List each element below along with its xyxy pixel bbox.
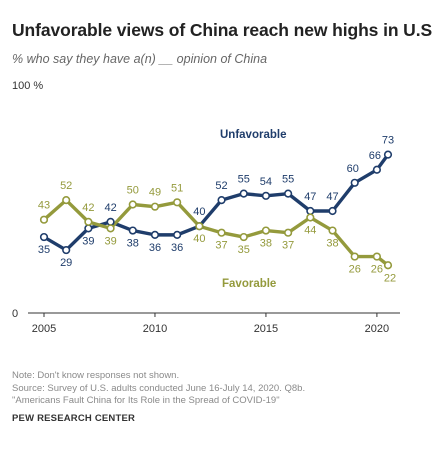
favorable-point — [383, 261, 393, 270]
unfavorable-point — [328, 206, 337, 216]
favorable-data-label: 51 — [171, 182, 183, 194]
series-markers — [39, 150, 393, 270]
unfavorable-data-label: 47 — [304, 191, 316, 203]
unfavorable-data-label: 35 — [38, 244, 50, 256]
favorable-point — [284, 228, 293, 237]
unfavorable-data-label: 55 — [238, 174, 250, 186]
favorable-data-label: 52 — [60, 180, 72, 192]
unfavorable-point — [106, 217, 115, 226]
unfavorable-data-label: 73 — [382, 135, 394, 147]
favorable-data-label: 40 — [193, 233, 205, 245]
favorable-point — [350, 252, 359, 261]
unfavorable-data-label: 54 — [260, 176, 272, 188]
source-text: Source: Survey of U.S. adults conducted … — [12, 382, 306, 394]
y-axis-zero-label: 0 — [12, 308, 18, 320]
unfavorable-data-label: 29 — [60, 257, 72, 269]
favorable-point — [261, 226, 271, 235]
favorable-point — [150, 202, 160, 211]
favorable-series-label: Favorable — [222, 278, 276, 290]
unfavorable-point — [128, 226, 137, 235]
favorable-point — [62, 196, 71, 205]
unfavorable-point — [284, 189, 293, 198]
unfavorable-point — [217, 196, 226, 205]
favorable-point — [173, 198, 182, 207]
unfavorable-data-label: 52 — [215, 180, 227, 192]
unfavorable-series-label: Unfavorable — [220, 129, 286, 141]
favorable-data-label: 43 — [38, 200, 50, 212]
unfavorable-point — [39, 232, 49, 242]
x-tick-label: 2015 — [254, 323, 278, 335]
x-tick-label: 2010 — [143, 323, 167, 335]
favorable-point — [106, 224, 115, 233]
unfavorable-point — [306, 206, 315, 216]
unfavorable-data-label: 42 — [104, 202, 116, 214]
unfavorable-point — [62, 245, 71, 255]
favorable-data-label: 26 — [349, 264, 361, 276]
source-organization: PEW RESEARCH CENTER — [12, 413, 136, 424]
favorable-data-label: 38 — [326, 238, 338, 250]
unfavorable-data-label: 40 — [193, 206, 205, 218]
favorable-data-label: 50 — [127, 185, 139, 197]
chart-subtitle: % who say they have a(n) __ opinion of C… — [12, 52, 268, 66]
favorable-data-label: 37 — [282, 240, 294, 252]
favorable-data-label: 44 — [304, 225, 316, 237]
unfavorable-data-label: 39 — [82, 235, 94, 247]
unfavorable-point — [84, 224, 93, 233]
favorable-data-label: 22 — [384, 272, 396, 284]
unfavorable-point — [239, 189, 248, 198]
favorable-point — [39, 215, 49, 224]
favorable-point — [328, 226, 337, 235]
chart-title: Unfavorable views of China reach new hig… — [12, 20, 433, 40]
unfavorable-data-label: 36 — [171, 242, 183, 254]
x-tick-label: 2020 — [365, 323, 389, 335]
unfavorable-point — [150, 230, 160, 239]
footnotes: Note: Don't know responses not shown. So… — [12, 370, 305, 408]
unfavorable-point — [372, 165, 382, 174]
favorable-point — [195, 222, 204, 231]
note-text: Note: Don't know responses not shown. — [12, 370, 180, 381]
axes: 100 % 0 2005 2010 2015 2020 — [12, 80, 400, 335]
line-chart: 100 % 0 2005 2010 2015 2020 35 29 39 42 38 36 36 40 5… — [12, 80, 400, 335]
favorable-data-label: 39 — [104, 235, 116, 247]
unfavorable-point — [173, 230, 182, 239]
unfavorable-data-label: 66 — [369, 150, 381, 162]
favorable-data-label: 26 — [371, 264, 383, 276]
favorable-point — [306, 213, 315, 222]
favorable-point — [84, 217, 93, 226]
favorable-data-label: 49 — [149, 187, 161, 199]
unfavorable-data-label: 47 — [326, 191, 338, 203]
unfavorable-data-label: 36 — [149, 242, 161, 254]
favorable-data-label: 42 — [82, 202, 94, 214]
unfavorable-point — [350, 178, 359, 187]
favorable-point — [128, 200, 137, 209]
report-title-text: "Americans Fault China for Its Role in t… — [12, 395, 280, 407]
unfavorable-point — [383, 150, 393, 159]
y-axis-top-label: 100 % — [12, 80, 43, 92]
favorable-point — [217, 228, 226, 237]
favorable-point — [372, 252, 382, 261]
favorable-point — [239, 232, 248, 242]
unfavorable-data-label: 38 — [127, 238, 139, 250]
favorable-data-label: 38 — [260, 238, 272, 250]
favorable-data-label: 35 — [238, 244, 250, 256]
unfavorable-data-label: 55 — [282, 174, 294, 186]
x-tick-label: 2005 — [32, 323, 56, 335]
unfavorable-point — [261, 191, 271, 200]
unfavorable-data-label: 60 — [347, 163, 359, 175]
series-name-labels: Unfavorable Favorable — [220, 129, 286, 290]
favorable-data-label: 37 — [215, 240, 227, 252]
